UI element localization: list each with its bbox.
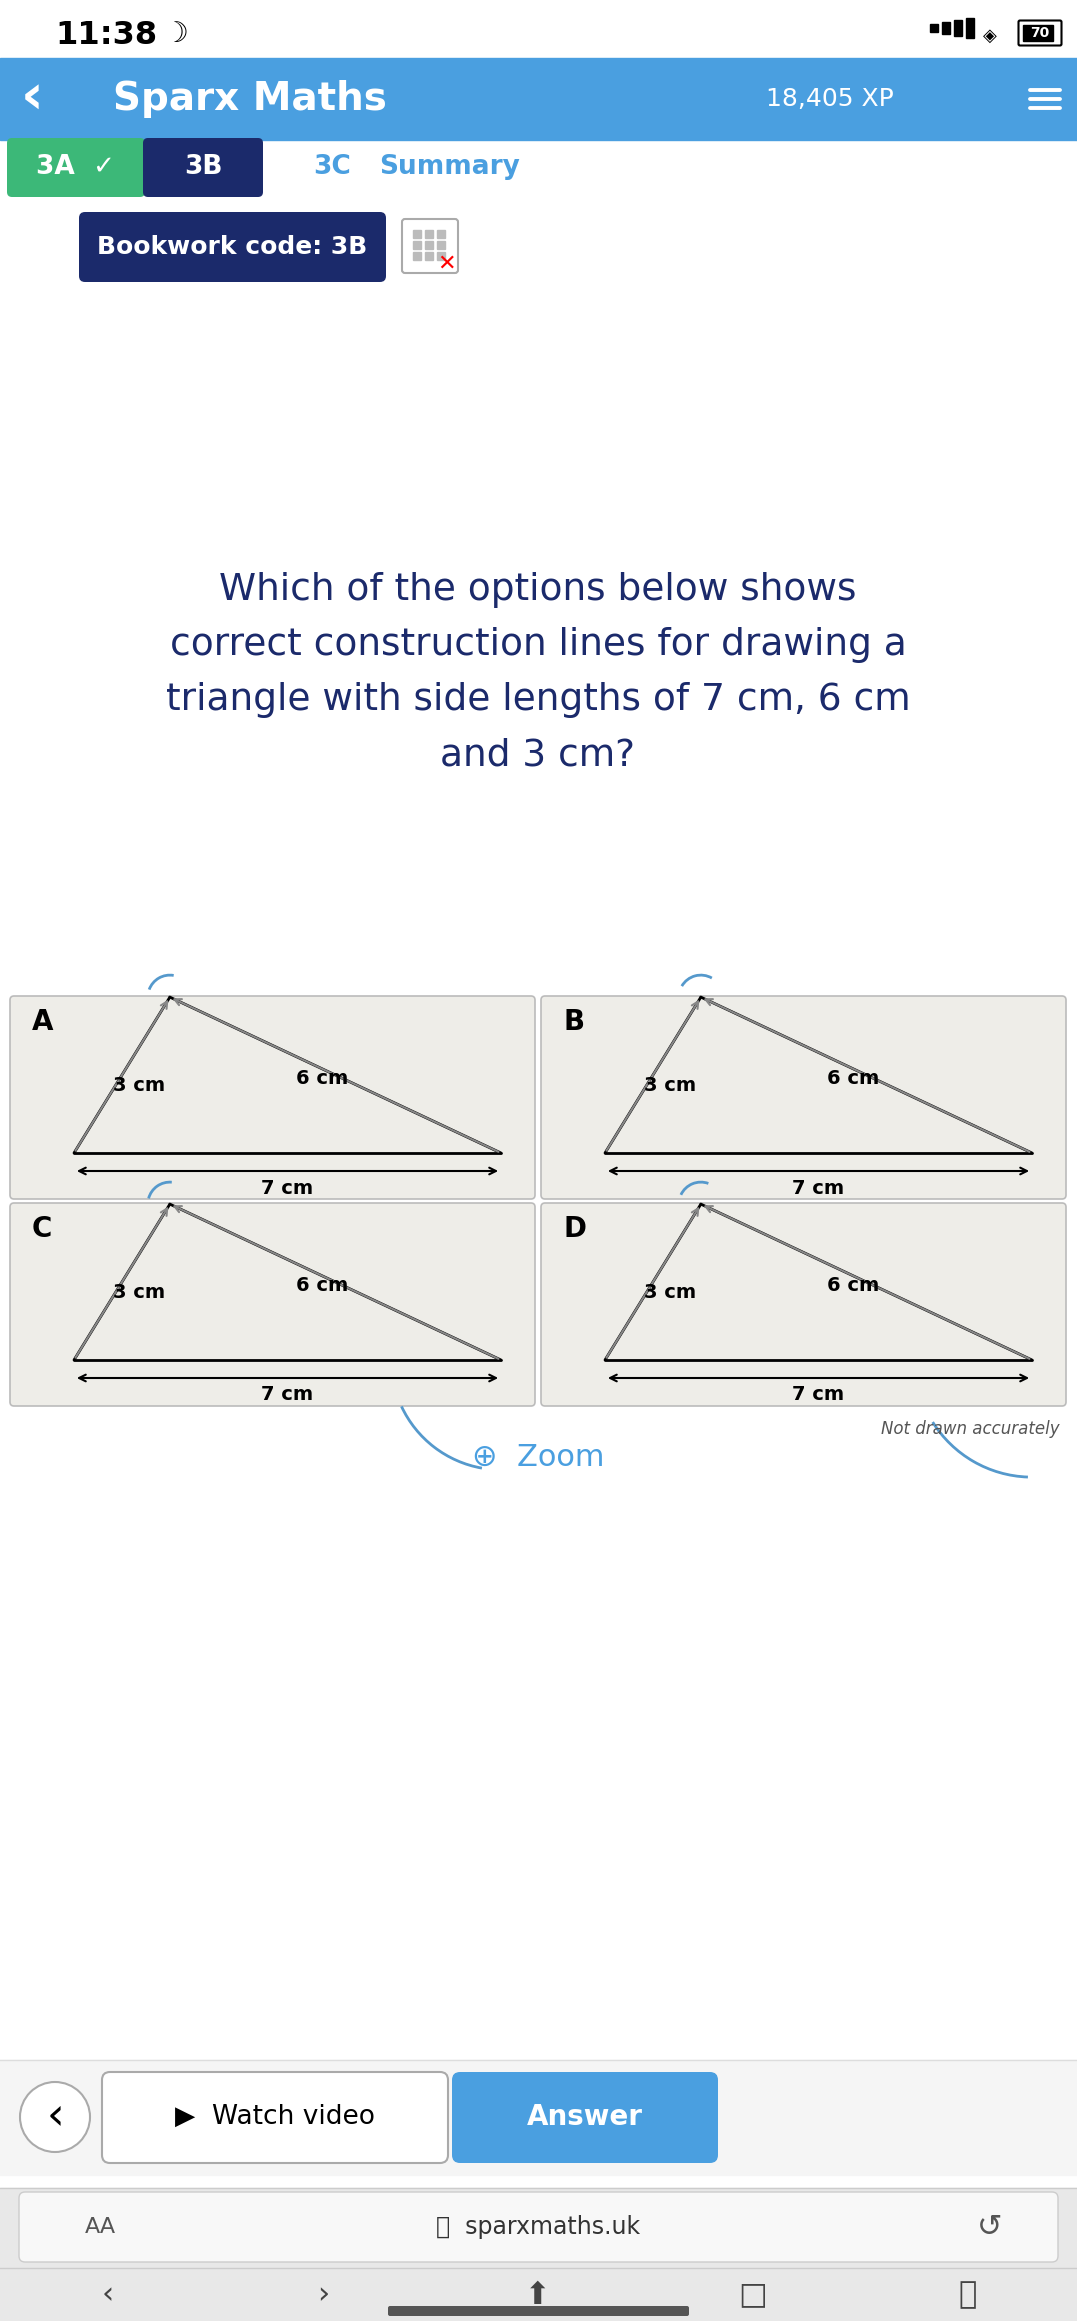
Bar xyxy=(966,19,974,37)
Text: Bookwork code: 3B: Bookwork code: 3B xyxy=(97,234,367,260)
Text: 11:38: 11:38 xyxy=(55,21,157,51)
FancyBboxPatch shape xyxy=(10,1202,535,1407)
FancyBboxPatch shape xyxy=(541,996,1066,1200)
Text: 7 cm: 7 cm xyxy=(262,1386,313,1404)
FancyBboxPatch shape xyxy=(452,2073,718,2163)
Bar xyxy=(412,230,421,239)
Bar xyxy=(0,2061,1077,2175)
Bar xyxy=(425,253,433,260)
Text: 7 cm: 7 cm xyxy=(793,1386,844,1404)
Text: and 3 cm?: and 3 cm? xyxy=(440,738,635,773)
Text: 3A  ✓: 3A ✓ xyxy=(37,153,115,181)
Text: ▶  Watch video: ▶ Watch video xyxy=(174,2105,375,2131)
Bar xyxy=(437,253,445,260)
Text: Answer: Answer xyxy=(527,2103,643,2131)
FancyBboxPatch shape xyxy=(143,137,263,197)
FancyBboxPatch shape xyxy=(79,211,386,281)
Text: correct construction lines for drawing a: correct construction lines for drawing a xyxy=(169,627,907,664)
Text: ☽: ☽ xyxy=(163,21,187,49)
Text: ↺: ↺ xyxy=(977,2212,1003,2242)
Text: C: C xyxy=(32,1214,53,1244)
Text: ‹: ‹ xyxy=(46,2096,64,2138)
Text: 3C: 3C xyxy=(313,153,351,181)
Text: ›: › xyxy=(317,2282,330,2309)
FancyBboxPatch shape xyxy=(402,218,458,274)
Bar xyxy=(425,230,433,239)
Text: 6 cm: 6 cm xyxy=(296,1277,348,1295)
Text: 6 cm: 6 cm xyxy=(296,1068,348,1089)
Text: 6 cm: 6 cm xyxy=(827,1277,879,1295)
FancyBboxPatch shape xyxy=(10,996,535,1200)
FancyBboxPatch shape xyxy=(102,2073,448,2163)
FancyBboxPatch shape xyxy=(541,1202,1066,1407)
Text: 7 cm: 7 cm xyxy=(262,1179,313,1198)
Text: ‹: ‹ xyxy=(102,2282,114,2309)
FancyBboxPatch shape xyxy=(388,2307,689,2316)
Text: ⊕  Zoom: ⊕ Zoom xyxy=(472,1441,604,1472)
Text: ✕: ✕ xyxy=(437,253,457,274)
FancyBboxPatch shape xyxy=(19,2191,1058,2263)
Bar xyxy=(412,241,421,248)
Text: ⧉: ⧉ xyxy=(959,2282,977,2309)
FancyBboxPatch shape xyxy=(6,137,145,197)
Text: D: D xyxy=(563,1214,586,1244)
Bar xyxy=(942,21,950,35)
Text: ⬆: ⬆ xyxy=(526,2282,550,2309)
Text: ‹: ‹ xyxy=(20,72,43,125)
Text: 3 cm: 3 cm xyxy=(113,1284,165,1302)
Text: 70: 70 xyxy=(1031,26,1050,39)
Text: 7 cm: 7 cm xyxy=(793,1179,844,1198)
Text: A: A xyxy=(32,1007,54,1035)
Bar xyxy=(0,2189,1077,2268)
Text: Not drawn accurately: Not drawn accurately xyxy=(881,1420,1060,1439)
Bar xyxy=(1023,26,1053,42)
Circle shape xyxy=(20,2082,90,2152)
FancyBboxPatch shape xyxy=(1019,21,1062,46)
Text: 3 cm: 3 cm xyxy=(644,1284,696,1302)
Text: B: B xyxy=(563,1007,584,1035)
Bar xyxy=(412,253,421,260)
Text: □: □ xyxy=(739,2282,768,2309)
Text: 6 cm: 6 cm xyxy=(827,1068,879,1089)
Bar xyxy=(931,23,938,32)
Bar xyxy=(0,58,1077,139)
Text: 3B: 3B xyxy=(184,153,222,181)
Bar xyxy=(425,241,433,248)
Bar xyxy=(437,230,445,239)
Text: ◈: ◈ xyxy=(983,28,997,44)
Bar xyxy=(437,241,445,248)
Text: Which of the options below shows: Which of the options below shows xyxy=(220,571,856,608)
Text: 3 cm: 3 cm xyxy=(644,1077,696,1096)
Text: 18,405 XP: 18,405 XP xyxy=(766,86,894,111)
Text: triangle with side lengths of 7 cm, 6 cm: triangle with side lengths of 7 cm, 6 cm xyxy=(166,682,910,717)
Text: 🔒  sparxmaths.uk: 🔒 sparxmaths.uk xyxy=(436,2214,640,2240)
Text: Sparx Maths: Sparx Maths xyxy=(113,79,387,118)
Text: Summary: Summary xyxy=(379,153,520,181)
Text: AA: AA xyxy=(85,2217,116,2237)
Bar xyxy=(954,21,962,37)
Bar xyxy=(0,2268,1077,2321)
Text: 3 cm: 3 cm xyxy=(113,1077,165,1096)
